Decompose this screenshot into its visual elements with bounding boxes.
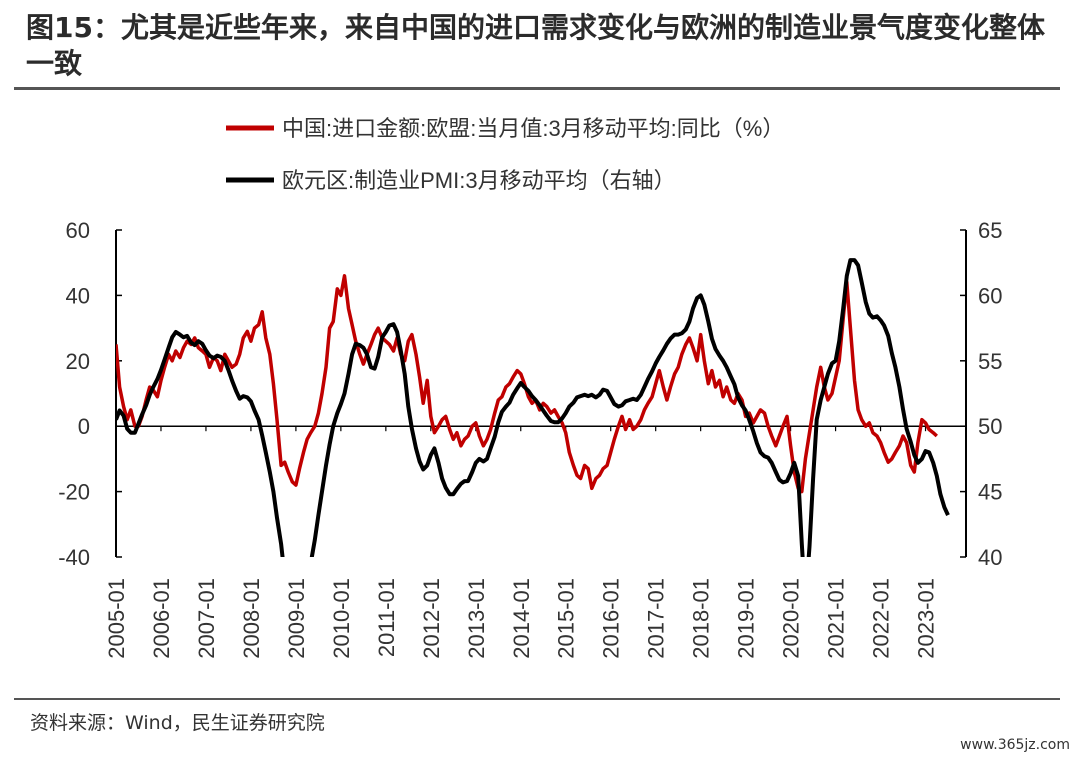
source-note: 资料来源：Wind，民生证券研究院: [30, 712, 325, 734]
x-axis-tick-label: 2020-01: [779, 578, 804, 659]
chart-axes: [115, 229, 967, 558]
x-axis-tick-label: 2014-01: [509, 578, 534, 659]
source-divider: [14, 698, 1060, 700]
left-axis-tick-label: 60: [66, 218, 90, 243]
x-axis-tick-label: 2011-01: [374, 578, 399, 657]
right-axis-tick-label: 60: [978, 283, 1002, 308]
x-axis-tick-label: 2007-01: [194, 578, 219, 659]
right-axis-tick-label: 40: [978, 545, 1002, 570]
chart-legend: 中国:进口金额:欧盟:当月值:3月移动平均:同比（%） 欧元区:制造业PMI:3…: [226, 116, 784, 193]
right-axis-tick-label: 50: [978, 414, 1002, 439]
x-axis-tick-label: 2015-01: [554, 578, 579, 659]
left-axis-tick-label: -20: [58, 480, 90, 505]
x-axis-tick-label: 2008-01: [239, 578, 264, 659]
left-axis-tick-label: -40: [58, 545, 90, 570]
x-axis-tick-label: 2019-01: [734, 578, 759, 659]
right-axis-tick-label: 45: [978, 480, 1002, 505]
x-axis-tick-label: 2009-01: [284, 578, 309, 659]
x-axis-tick-label: 2005-01: [104, 578, 129, 659]
x-axis-tick-label: 2021-01: [824, 578, 849, 659]
chart-plot-area: [116, 258, 950, 557]
legend-label-china-imports: 中国:进口金额:欧盟:当月值:3月移动平均:同比（%）: [282, 116, 784, 141]
x-axis-tick-label: 2023-01: [914, 578, 939, 659]
left-axis-tick-label: 0: [78, 414, 90, 439]
x-axis-tick-label: 2016-01: [599, 578, 624, 659]
x-axis-tick-label: 2017-01: [644, 578, 669, 659]
title-divider: [14, 87, 1060, 90]
chart-tick-labels: -40 -20 0 20 40 60 40 45 50 55 60 65 2005-01 2006-01 2…: [58, 218, 1002, 659]
chart-title: 图15：尤其是近些年来，来自中国的进口需求变化与欧洲的制造业景气度变化整体一致: [26, 11, 1045, 80]
watermark: www.365jz.com: [960, 737, 1070, 753]
x-axis-tick-label: 2022-01: [869, 578, 894, 659]
series-line-eurozone-pmi: [116, 258, 950, 557]
right-axis-tick-label: 55: [978, 349, 1002, 374]
x-axis-tick-label: 2012-01: [419, 578, 444, 659]
right-axis-tick-label: 65: [978, 218, 1002, 243]
legend-label-eurozone-pmi: 欧元区:制造业PMI:3月移动平均（右轴）: [282, 168, 676, 193]
x-axis-tick-label: 2006-01: [149, 578, 174, 659]
x-axis-tick-label: 2013-01: [464, 578, 489, 659]
line-chart: 中国:进口金额:欧盟:当月值:3月移动平均:同比（%） 欧元区:制造业PMI:3…: [58, 116, 1002, 659]
left-axis-tick-label: 20: [66, 349, 90, 374]
x-axis-tick-label: 2018-01: [689, 578, 714, 659]
x-axis-tick-label: 2010-01: [329, 578, 354, 659]
left-axis-tick-label: 40: [66, 283, 90, 308]
